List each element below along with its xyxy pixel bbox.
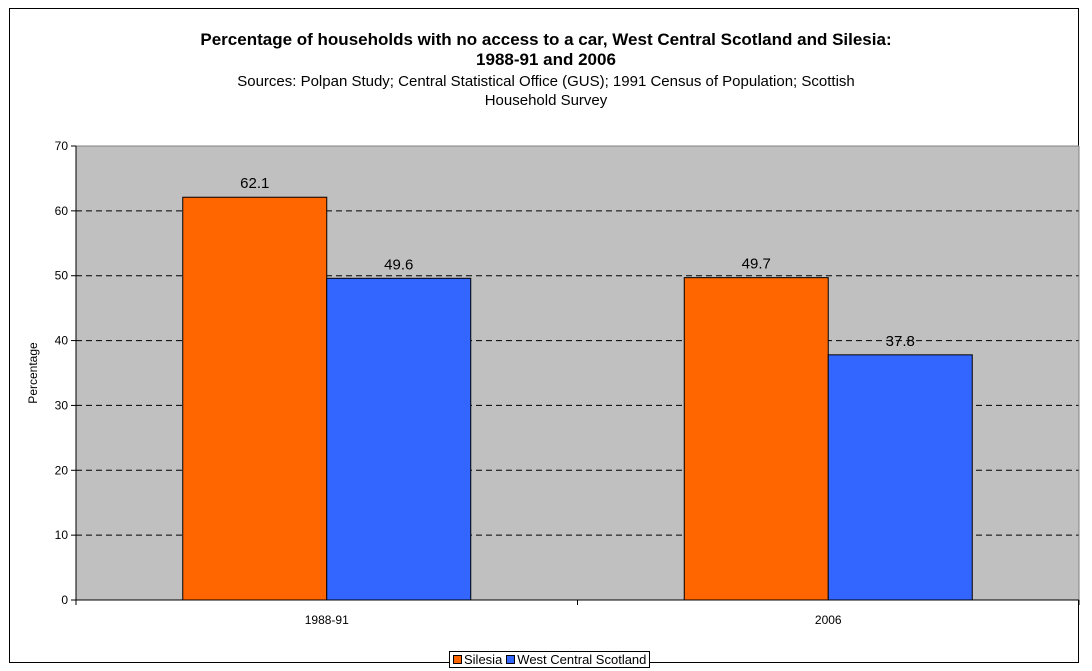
legend-swatch xyxy=(506,655,516,664)
legend: Silesia West Central Scotland xyxy=(449,651,651,668)
legend-label: Silesia xyxy=(464,652,503,667)
y-axis-label: Percentage xyxy=(26,342,40,404)
y-tick-label: 0 xyxy=(61,593,68,607)
data-label: 62.1 xyxy=(240,175,269,192)
axes xyxy=(71,145,1080,605)
chart-subtitle: Sources: Polpan Study; Central Statistic… xyxy=(237,73,855,109)
y-tick-label: 50 xyxy=(55,269,69,283)
bar-silesia xyxy=(683,277,829,601)
y-tick-label: 60 xyxy=(55,204,69,218)
data-label: 37.8 xyxy=(886,333,915,350)
chart-title-line-1: Percentage of households with no access … xyxy=(200,30,892,49)
bar-west-central-scotland xyxy=(827,354,973,601)
legend-entry: West Central Scotland xyxy=(506,652,646,667)
bar-west-central-scotland xyxy=(326,277,472,601)
x-tick-label: 1988-91 xyxy=(305,613,349,627)
data-label: 49.7 xyxy=(742,256,771,273)
y-tick-label: 10 xyxy=(55,528,69,542)
bars xyxy=(182,196,973,601)
chart-title-line-2: 1988-91 and 2006 xyxy=(476,50,616,69)
y-tick-label: 70 xyxy=(55,139,69,153)
x-tick-label: 2006 xyxy=(815,613,842,627)
labels: 0 10 20 30 40 50 60 70 62.1 49.6 1988-91 49.7 37.8 20… xyxy=(55,139,915,627)
y-tick-label: 30 xyxy=(55,398,69,412)
data-label: 49.6 xyxy=(384,256,413,273)
legend-swatch xyxy=(453,655,462,664)
y-tick-label: 20 xyxy=(55,463,69,477)
bar-silesia xyxy=(182,196,328,601)
legend-label: West Central Scotland xyxy=(517,652,647,667)
legend-entry: Silesia xyxy=(453,652,502,667)
y-tick-label: 40 xyxy=(55,334,69,348)
